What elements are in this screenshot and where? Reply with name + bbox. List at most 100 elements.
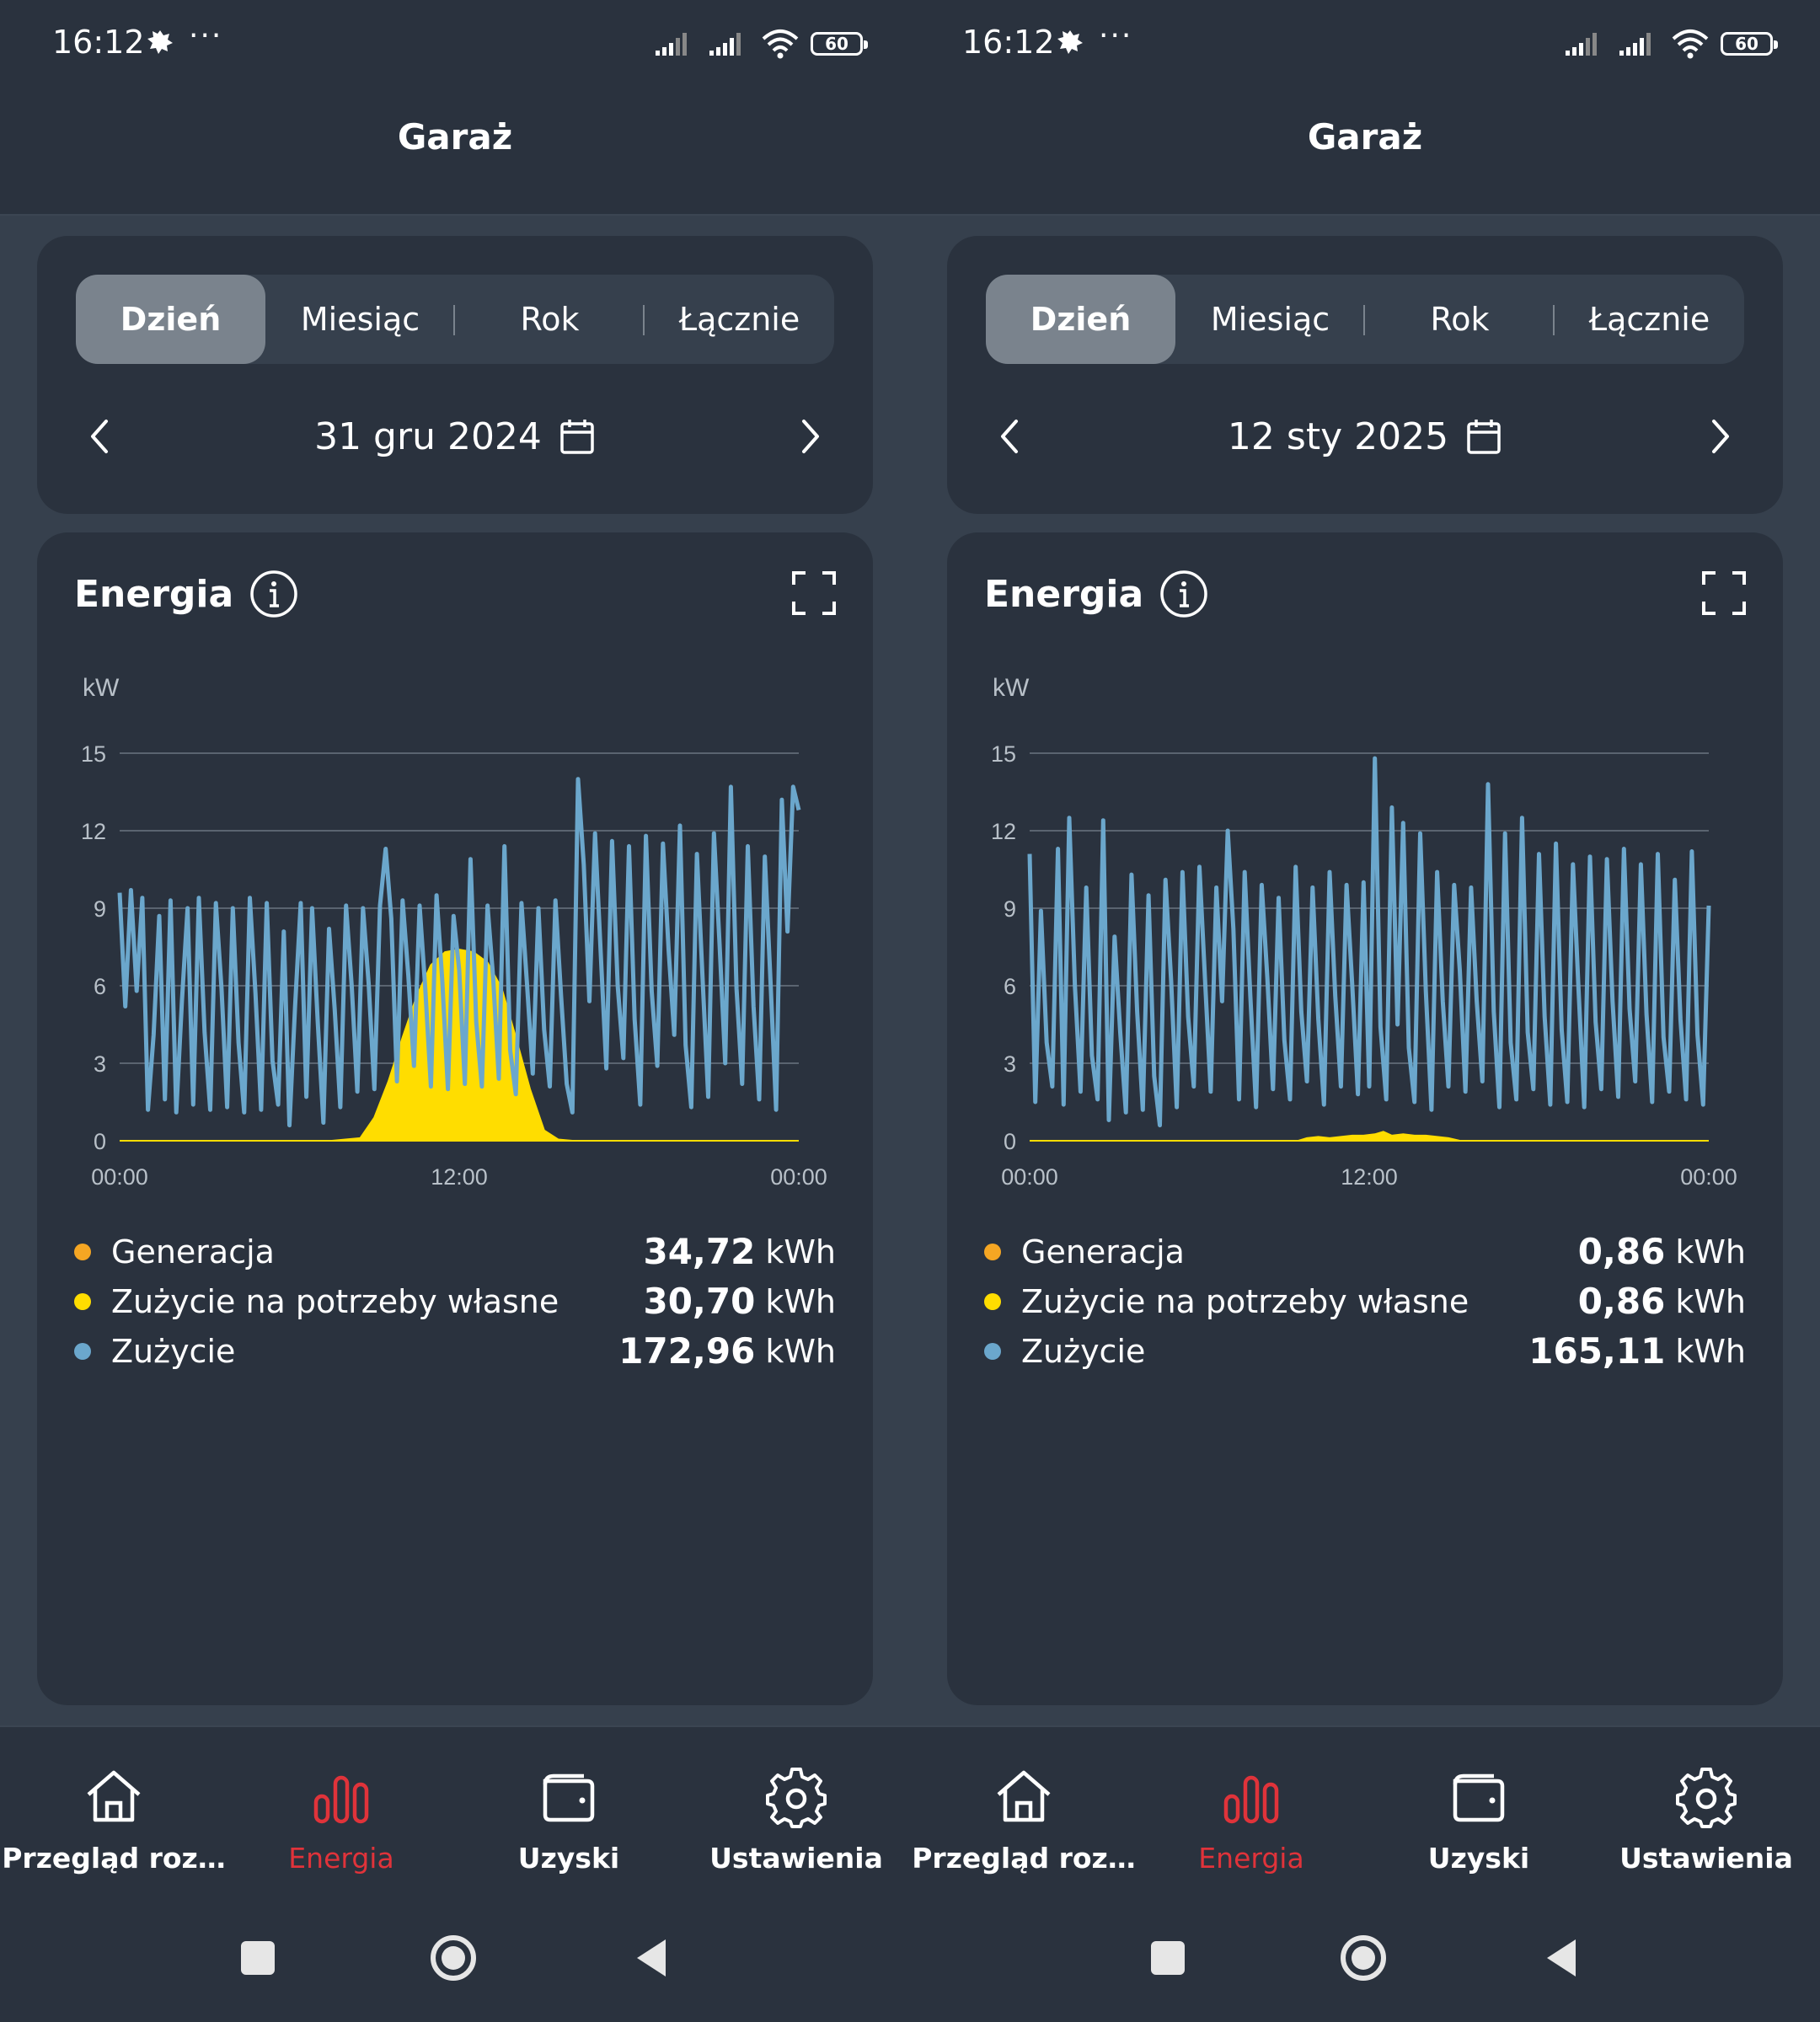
nav-energy[interactable]: Energia xyxy=(228,1727,455,1894)
tab-divider xyxy=(643,305,645,335)
tab-month[interactable]: Miesiąc xyxy=(1175,275,1365,364)
tab-divider xyxy=(453,305,455,335)
calendar-icon xyxy=(560,420,594,454)
nav-label: Uzyski xyxy=(517,1842,620,1875)
nav-settings[interactable]: Ustawienia xyxy=(682,1727,910,1894)
wifi-icon xyxy=(1672,29,1709,59)
legend-item-generation: Generacja 0,86 kWh xyxy=(984,1227,1746,1276)
recents-icon[interactable] xyxy=(231,1931,285,1985)
legend-dot xyxy=(984,1292,1001,1310)
y-axis-unit: kW xyxy=(993,674,1030,702)
nav-earnings[interactable]: Uzyski xyxy=(455,1727,682,1894)
period-tabs: Dzień Miesiąc Rok Łącznie xyxy=(986,275,1744,364)
status-bar: 16:12 ··· 60 xyxy=(910,0,1820,84)
signal-icon xyxy=(709,33,741,56)
home-button-icon[interactable] xyxy=(1336,1931,1390,1985)
chevron-right-icon[interactable] xyxy=(784,411,834,462)
selected-date: 12 sty 2025 xyxy=(1227,415,1449,458)
y-tick-label: 15 xyxy=(81,741,106,767)
back-icon[interactable] xyxy=(1535,1931,1589,1985)
energy-title: Energia xyxy=(74,573,234,616)
battery-level: 60 xyxy=(825,34,848,54)
y-tick-label: 12 xyxy=(81,819,106,844)
nav-energy[interactable]: Energia xyxy=(1138,1727,1365,1894)
tab-total[interactable]: Łącznie xyxy=(1555,275,1744,364)
bottom-navigation: Przegląd roz… Energia Uzyski Ustawienia xyxy=(910,1725,1820,1894)
legend-value: 165,11 xyxy=(1528,1330,1666,1372)
date-navigator: 12 sty 2025 xyxy=(986,388,1744,485)
y-tick-label: 3 xyxy=(1004,1051,1016,1077)
back-icon[interactable] xyxy=(625,1931,679,1985)
app-header: Garaż xyxy=(0,84,910,216)
legend-dot xyxy=(984,1243,1001,1260)
legend-label: Generacja xyxy=(1021,1233,1185,1270)
battery-icon: 60 xyxy=(811,32,868,56)
legend-unit: kWh xyxy=(1675,1233,1746,1270)
x-tick-label: 12:00 xyxy=(431,1164,488,1190)
fullscreen-icon[interactable] xyxy=(1702,571,1746,615)
tab-label: Miesiąc xyxy=(300,301,420,338)
recents-icon[interactable] xyxy=(1141,1931,1195,1985)
bottom-navigation: Przegląd roz… Energia Uzyski Ustawienia xyxy=(0,1725,910,1894)
y-tick-label: 6 xyxy=(94,974,106,999)
info-icon[interactable] xyxy=(1159,570,1208,618)
page-title: Garaż xyxy=(397,116,513,158)
nav-label: Energia xyxy=(288,1842,394,1875)
tab-day[interactable]: Dzień xyxy=(986,275,1175,364)
bar-chart-icon xyxy=(313,1775,369,1824)
legend-item-self-consumption: Zużycie na potrzeby własne 0,86 kWh xyxy=(984,1276,1746,1326)
series-line-consumption xyxy=(117,777,801,1128)
nav-earnings[interactable]: Uzyski xyxy=(1365,1727,1592,1894)
tab-year[interactable]: Rok xyxy=(1365,275,1555,364)
battery-icon: 60 xyxy=(1721,32,1778,56)
app-header: Garaż xyxy=(910,84,1820,216)
legend-dot xyxy=(74,1342,91,1360)
chevron-right-icon[interactable] xyxy=(1694,411,1744,462)
y-tick-label: 9 xyxy=(94,896,106,922)
legend-value: 30,70 xyxy=(643,1281,756,1322)
legend-item-consumption: Zużycie 165,11 kWh xyxy=(984,1326,1746,1376)
chevron-left-icon[interactable] xyxy=(986,411,1036,462)
status-more-dots: ··· xyxy=(189,19,223,53)
nav-overview[interactable]: Przegląd roz… xyxy=(0,1727,228,1894)
legend-label: Zużycie xyxy=(1021,1332,1146,1370)
date-picker[interactable]: 12 sty 2025 xyxy=(986,388,1744,485)
nav-overview[interactable]: Przegląd roz… xyxy=(910,1727,1138,1894)
date-picker[interactable]: 31 gru 2024 xyxy=(76,388,834,485)
notification-app-icon xyxy=(1057,30,1083,54)
tab-month[interactable]: Miesiąc xyxy=(265,275,455,364)
calendar-icon xyxy=(1467,420,1501,454)
legend-label: Generacja xyxy=(111,1233,275,1270)
tab-label: Łącznie xyxy=(678,301,800,338)
info-icon[interactable] xyxy=(249,570,298,618)
nav-settings[interactable]: Ustawienia xyxy=(1592,1727,1820,1894)
tab-divider xyxy=(1553,305,1555,335)
period-tabs: Dzień Miesiąc Rok Łącznie xyxy=(76,275,834,364)
legend-label: Zużycie xyxy=(111,1332,236,1370)
tab-year[interactable]: Rok xyxy=(455,275,645,364)
wallet-icon xyxy=(543,1773,595,1822)
wallet-icon xyxy=(1453,1773,1505,1822)
tab-label: Miesiąc xyxy=(1210,301,1330,338)
tab-day[interactable]: Dzień xyxy=(76,275,265,364)
tab-total[interactable]: Łącznie xyxy=(645,275,834,364)
chevron-left-icon[interactable] xyxy=(76,411,126,462)
legend-item-self-consumption: Zużycie na potrzeby własne 30,70 kWh xyxy=(74,1276,836,1326)
home-button-icon[interactable] xyxy=(426,1931,480,1985)
home-icon xyxy=(997,1770,1051,1822)
legend-unit: kWh xyxy=(1675,1332,1746,1370)
fullscreen-icon[interactable] xyxy=(792,571,836,615)
bar-chart-icon xyxy=(1223,1775,1279,1824)
y-tick-label: 6 xyxy=(1004,974,1016,999)
y-axis-unit: kW xyxy=(83,674,120,702)
tab-label: Rok xyxy=(1430,301,1490,338)
nav-label: Przegląd roz… xyxy=(912,1842,1136,1875)
notification-app-icon xyxy=(147,30,173,54)
battery-level: 60 xyxy=(1735,34,1758,54)
status-more-dots: ··· xyxy=(1099,19,1133,53)
legend-dot xyxy=(74,1292,91,1310)
x-tick-label: 12:00 xyxy=(1341,1164,1398,1190)
x-tick-label: 00:00 xyxy=(1680,1164,1737,1190)
legend-value: 172,96 xyxy=(618,1330,756,1372)
period-card: Dzień Miesiąc Rok Łącznie 12 sty 2025 xyxy=(947,236,1783,514)
